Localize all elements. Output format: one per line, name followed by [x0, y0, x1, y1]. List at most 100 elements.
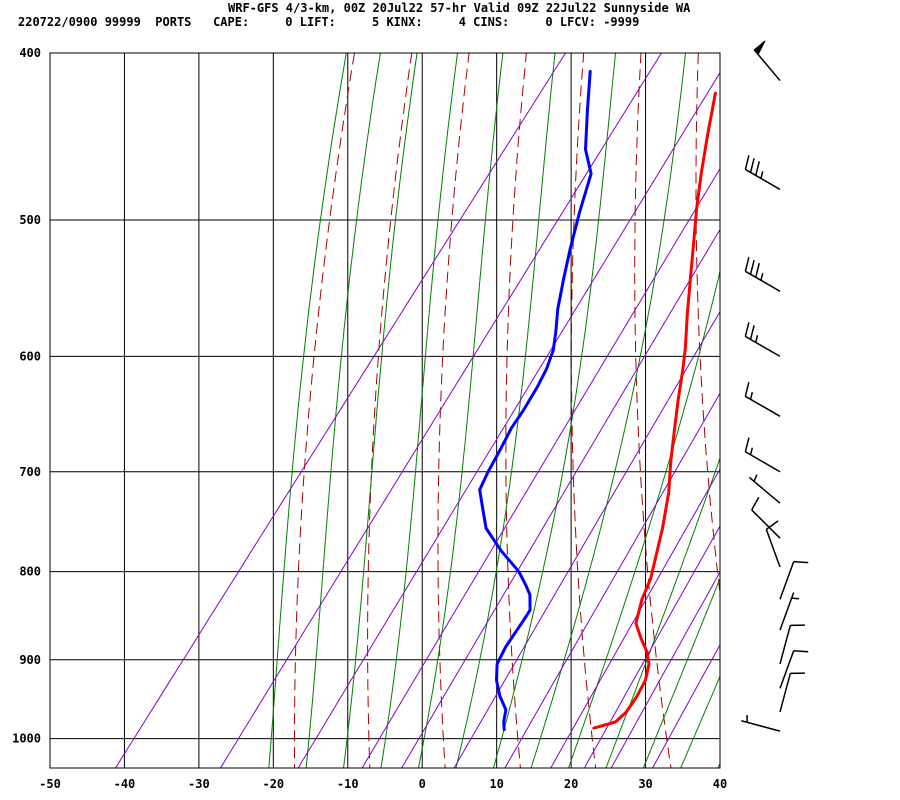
wind-barb — [741, 715, 781, 732]
moist-adiabat-line — [680, 675, 720, 768]
moist-adiabat-line — [455, 53, 556, 768]
wind-barb — [744, 322, 781, 358]
y-tick-label: 800 — [19, 565, 41, 579]
dry-adiabat-line — [505, 53, 527, 768]
x-tick-label: 0 — [419, 777, 426, 791]
barb-full — [749, 259, 755, 275]
barb-half — [749, 447, 754, 455]
wind-barb — [744, 256, 781, 292]
y-tick-label: 900 — [19, 653, 41, 667]
x-tick-label: -20 — [262, 777, 284, 791]
mixing-ratio-line — [651, 643, 720, 768]
mixing-ratio-line — [114, 53, 567, 768]
barb-half — [791, 597, 799, 600]
x-tick-label: 10 — [489, 777, 503, 791]
barb-staff — [779, 592, 795, 631]
barb-staff — [779, 650, 795, 689]
wind-barb — [765, 520, 781, 568]
mixing-ratio-line — [361, 167, 720, 768]
mixing-ratio-line — [583, 525, 720, 768]
y-tick-label: 400 — [19, 46, 41, 60]
barb-half — [760, 171, 764, 179]
barb-flag — [753, 40, 766, 56]
dry-adiabat-line — [367, 53, 413, 768]
wind-barb — [748, 474, 781, 504]
wind-barb — [751, 496, 781, 539]
wind-barb — [753, 40, 781, 82]
chart-header-title: WRF-GFS 4/3-km, 00Z 20Jul22 57-hr Valid … — [228, 1, 691, 15]
x-tick-label: -50 — [39, 777, 61, 791]
barb-full — [751, 496, 760, 511]
dry-adiabat-line — [869, 15, 900, 776]
dry-adiabat-line — [695, 53, 720, 597]
barb-full — [755, 161, 761, 176]
barb-full — [749, 158, 755, 173]
barb-full — [755, 262, 761, 278]
x-tick-label: 30 — [638, 777, 652, 791]
barb-staff — [748, 476, 781, 504]
barb-staff — [744, 451, 781, 473]
mixing-ratio-line — [219, 53, 663, 768]
moist-adiabat-line — [417, 53, 504, 768]
barb-staff — [779, 673, 792, 713]
moist-adiabat-line — [642, 577, 720, 768]
x-tick-label: -30 — [188, 777, 210, 791]
barb-staff — [744, 270, 781, 292]
barb-full — [749, 325, 755, 340]
moist-adiabat-line — [717, 762, 720, 768]
mixing-ratio-line — [401, 228, 720, 768]
wind-barb — [779, 560, 809, 600]
moist-adiabat-line — [342, 53, 418, 768]
barb-half — [749, 392, 754, 400]
wind-barb — [744, 155, 781, 191]
barb-full — [744, 437, 750, 452]
x-tick-label: 40 — [713, 777, 727, 791]
mixing-ratio-line — [610, 571, 720, 768]
y-tick-label: 500 — [19, 213, 41, 227]
y-tick-label: 700 — [19, 465, 41, 479]
barb-full — [744, 256, 750, 272]
dewpoint-profile-line — [478, 70, 593, 732]
barb-half — [760, 273, 764, 281]
mixing-ratio-line — [550, 468, 720, 768]
x-tick-label: -10 — [337, 777, 359, 791]
plot-frame — [49, 52, 721, 769]
barb-half — [755, 335, 759, 343]
y-tick-label: 1000 — [12, 732, 41, 746]
y-tick-label: 600 — [19, 349, 41, 363]
dry-adiabat-line — [634, 53, 672, 768]
barb-staff — [765, 529, 781, 568]
dry-adiabat-line — [570, 53, 597, 768]
temperature-profile-line — [592, 91, 717, 730]
wind-barb — [779, 672, 805, 713]
x-tick-label: -40 — [114, 777, 136, 791]
barb-staff — [744, 168, 781, 191]
wind-barb — [744, 381, 781, 417]
barb-staff — [741, 720, 781, 732]
wind-barb — [744, 437, 781, 473]
barb-half — [753, 474, 758, 482]
mixing-ratio-line — [453, 310, 720, 768]
mixing-ratio-line — [297, 71, 720, 768]
barb-staff — [779, 561, 795, 600]
barb-full — [744, 381, 750, 397]
moist-adiabat-line — [530, 53, 687, 768]
barb-full — [793, 650, 809, 653]
sounding-series — [478, 70, 717, 732]
barb-full — [765, 520, 779, 531]
wind-barb — [779, 650, 809, 689]
barb-staff — [744, 335, 781, 358]
mixing-ratio-line — [504, 392, 720, 768]
barb-full — [793, 560, 809, 564]
moist-adiabat-line — [305, 53, 381, 768]
moist-adiabat-line — [567, 269, 720, 768]
barb-staff — [751, 509, 781, 539]
thermo-background-lines — [114, 15, 900, 776]
dry-adiabat-line — [437, 53, 470, 768]
dry-adiabat-line — [813, 15, 899, 776]
grid-layer — [49, 52, 721, 768]
barb-staff — [779, 625, 792, 665]
moist-adiabat-line — [492, 53, 617, 768]
barb-full — [744, 155, 750, 170]
